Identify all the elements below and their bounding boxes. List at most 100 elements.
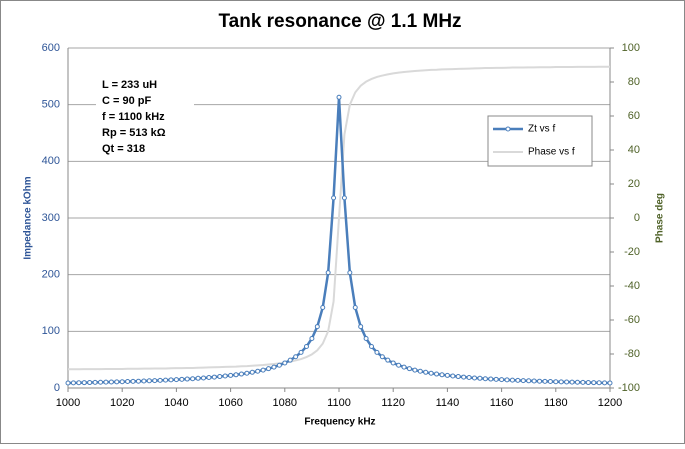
data-point: [249, 369, 255, 375]
legend-marker: [505, 126, 511, 132]
data-point: [574, 379, 580, 385]
data-point: [396, 362, 402, 368]
data-point: [493, 376, 499, 382]
data-point: [303, 344, 309, 350]
annotation-box: [96, 74, 194, 156]
data-point: [466, 375, 472, 381]
y-tick-label: 400: [42, 155, 60, 167]
x-tick-label: 1000: [56, 397, 80, 409]
data-point: [369, 344, 375, 350]
data-point: [141, 378, 147, 384]
data-point: [195, 375, 201, 381]
data-point: [222, 373, 228, 379]
data-point: [379, 354, 385, 360]
data-point: [76, 380, 82, 386]
data-point: [537, 378, 543, 384]
data-point: [504, 377, 510, 383]
data-point: [596, 380, 602, 386]
x-tick-label: 1100: [327, 397, 351, 409]
data-point: [201, 375, 206, 381]
data-point: [385, 357, 391, 363]
data-point: [417, 368, 423, 374]
data-point: [293, 354, 299, 360]
legend-label: Zt vs f: [528, 124, 555, 135]
data-point: [325, 270, 331, 276]
data-point: [472, 375, 477, 381]
data-point: [298, 349, 304, 355]
data-point: [266, 366, 272, 372]
data-point: [542, 378, 548, 384]
data-point: [461, 374, 467, 380]
data-point: [309, 335, 315, 341]
y2-tick-label: -80: [624, 348, 640, 360]
y-axis-label: Impedance kOhm: [23, 176, 34, 259]
data-point: [271, 364, 277, 370]
data-point: [173, 377, 179, 383]
data-point: [157, 377, 163, 383]
x-axis-label: Frequency kHz: [304, 417, 375, 428]
x-tick-label: 1060: [218, 397, 242, 409]
data-point: [65, 380, 71, 386]
data-point: [130, 378, 136, 384]
annotation: f = 1100 kHz: [102, 111, 165, 123]
data-point: [260, 367, 266, 373]
data-point: [81, 380, 87, 386]
annotation: L = 233 uH: [102, 79, 157, 91]
data-point: [87, 380, 93, 386]
y2-tick-label: 60: [628, 110, 640, 122]
data-point: [434, 371, 440, 377]
data-point: [336, 94, 342, 100]
data-point: [553, 379, 559, 385]
data-point: [114, 379, 120, 385]
data-point: [390, 360, 396, 366]
data-point: [70, 380, 76, 386]
data-point: [585, 380, 591, 386]
data-point: [125, 379, 131, 385]
x-tick-label: 1020: [110, 397, 134, 409]
x-tick-label: 1120: [381, 397, 405, 409]
data-point: [314, 324, 320, 330]
data-point: [282, 360, 288, 366]
y2-tick-label: 100: [622, 42, 640, 54]
data-point: [168, 377, 174, 383]
data-point: [558, 379, 564, 385]
data-point: [515, 377, 521, 383]
data-point: [607, 380, 613, 386]
data-point: [146, 378, 152, 384]
legend-box: [487, 115, 593, 167]
data-point: [255, 368, 261, 374]
y-tick-label: 600: [42, 42, 60, 54]
data-point: [233, 372, 239, 378]
data-point: [179, 376, 185, 382]
data-point: [564, 379, 570, 385]
y2-tick-label: 40: [628, 144, 640, 156]
data-point: [363, 335, 369, 341]
data-point: [287, 357, 293, 363]
data-point: [428, 370, 434, 376]
data-point: [211, 374, 217, 380]
data-point: [331, 195, 337, 201]
y2-tick-label: 80: [628, 76, 640, 88]
data-point: [320, 304, 326, 310]
data-point: [228, 372, 234, 378]
y2-tick-label: -40: [624, 280, 640, 292]
x-tick-label: 1040: [164, 397, 188, 409]
x-tick-label: 1140: [436, 397, 460, 409]
x-tick-label: 1180: [544, 397, 568, 409]
data-point: [602, 380, 608, 386]
y2-tick-label: 20: [628, 178, 640, 190]
y2-tick-label: 0: [634, 212, 640, 224]
legend-label: Phase vs f: [528, 147, 575, 158]
data-point: [352, 304, 358, 310]
data-point: [276, 362, 282, 368]
data-point: [135, 378, 141, 384]
data-point: [119, 379, 125, 385]
data-point: [450, 373, 456, 379]
data-point: [455, 374, 461, 380]
y-tick-label: 300: [42, 212, 60, 224]
annotation: Rp = 513 kΩ: [102, 127, 166, 139]
y2-tick-label: -20: [624, 246, 640, 258]
y2-axis-label: Phase deg: [655, 193, 666, 243]
